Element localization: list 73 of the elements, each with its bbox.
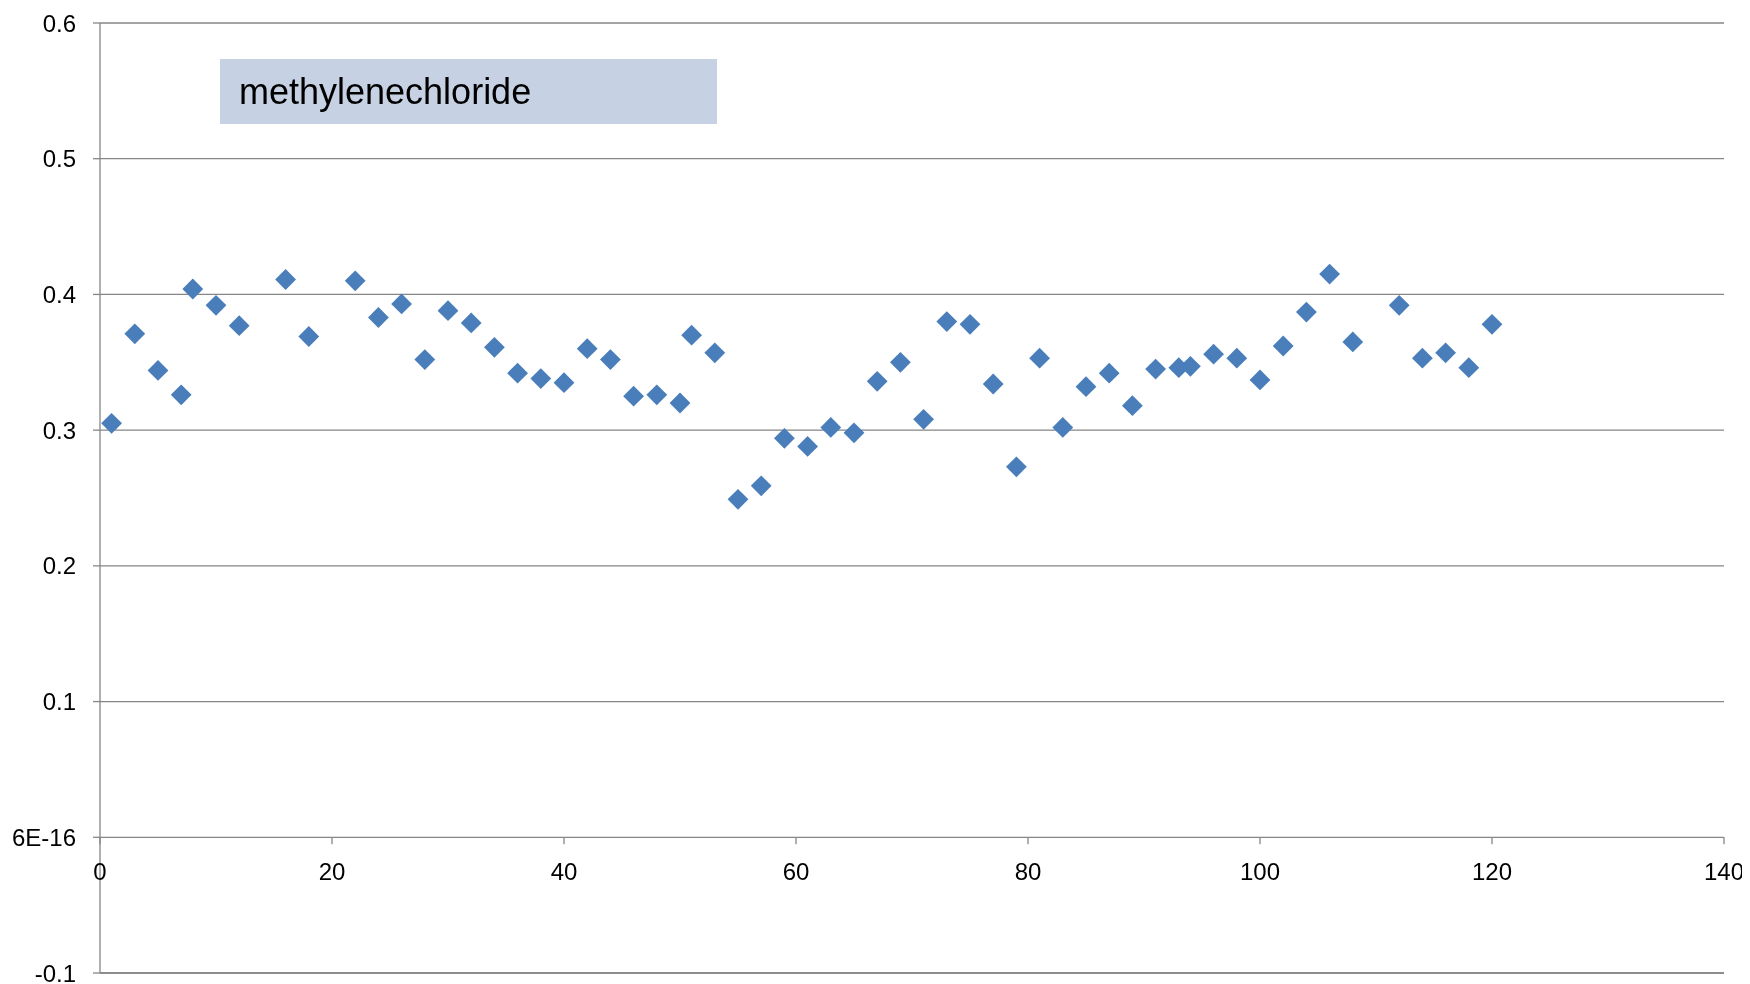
y-tick-label: 0.3 — [42, 416, 76, 444]
point — [797, 436, 818, 457]
y-tick-label: 6E-16 — [11, 823, 76, 851]
point — [959, 313, 981, 335]
point — [1226, 347, 1248, 369]
y-tick-label: 0.6 — [42, 9, 76, 37]
x-tick-label: 80 — [1014, 857, 1042, 885]
point — [1203, 343, 1224, 365]
point — [124, 323, 146, 345]
point — [1075, 376, 1097, 398]
point — [600, 349, 621, 370]
point — [1145, 358, 1166, 380]
point — [1388, 294, 1410, 316]
point — [866, 370, 888, 392]
point — [1098, 362, 1120, 384]
point — [704, 342, 726, 364]
point — [727, 488, 749, 510]
x-tick-label: 0 — [93, 857, 107, 885]
point — [576, 338, 598, 360]
point — [623, 385, 644, 407]
point — [414, 349, 436, 370]
point — [890, 351, 911, 373]
point — [553, 372, 575, 394]
x-tick-label: 120 — [1471, 857, 1513, 885]
point — [1435, 342, 1456, 364]
x-tick-label: 100 — [1239, 857, 1281, 885]
point — [368, 307, 389, 328]
y-tick-label: -0.1 — [34, 959, 76, 984]
point — [1006, 456, 1027, 478]
point — [147, 360, 169, 381]
point — [460, 312, 482, 334]
point — [1319, 263, 1340, 285]
point — [750, 475, 772, 497]
point — [843, 422, 865, 444]
point — [101, 412, 122, 434]
point — [774, 427, 795, 449]
point — [913, 408, 934, 430]
point — [1458, 357, 1480, 379]
point — [170, 384, 192, 406]
point — [1342, 331, 1364, 353]
point — [391, 293, 412, 315]
y-tick-label: 0.1 — [42, 688, 76, 716]
point — [205, 294, 227, 316]
point — [1481, 313, 1503, 335]
point — [1296, 301, 1317, 323]
point — [437, 300, 459, 322]
point — [182, 278, 204, 300]
point — [298, 326, 320, 347]
point — [1029, 347, 1050, 369]
x-tick-label: 20 — [318, 857, 346, 885]
point — [646, 384, 668, 406]
x-tick-label: 40 — [550, 857, 578, 885]
y-tick-label: 0.5 — [42, 145, 76, 173]
point — [344, 270, 366, 292]
point — [669, 392, 691, 414]
point — [228, 315, 250, 337]
point — [1249, 369, 1271, 391]
point — [681, 324, 702, 346]
x-tick-label: 60 — [782, 857, 810, 885]
point — [1122, 395, 1143, 417]
y-tick-label: 0.2 — [42, 552, 76, 580]
y-tick-label: 0.4 — [42, 280, 76, 308]
point — [484, 336, 505, 358]
point — [275, 269, 296, 290]
text: methylenechloride — [239, 71, 532, 112]
point — [936, 311, 958, 332]
point — [507, 362, 528, 384]
point — [1272, 335, 1294, 357]
point — [1052, 417, 1074, 438]
point — [530, 368, 552, 389]
point — [1412, 347, 1433, 369]
point — [982, 373, 1004, 395]
point — [820, 417, 842, 438]
